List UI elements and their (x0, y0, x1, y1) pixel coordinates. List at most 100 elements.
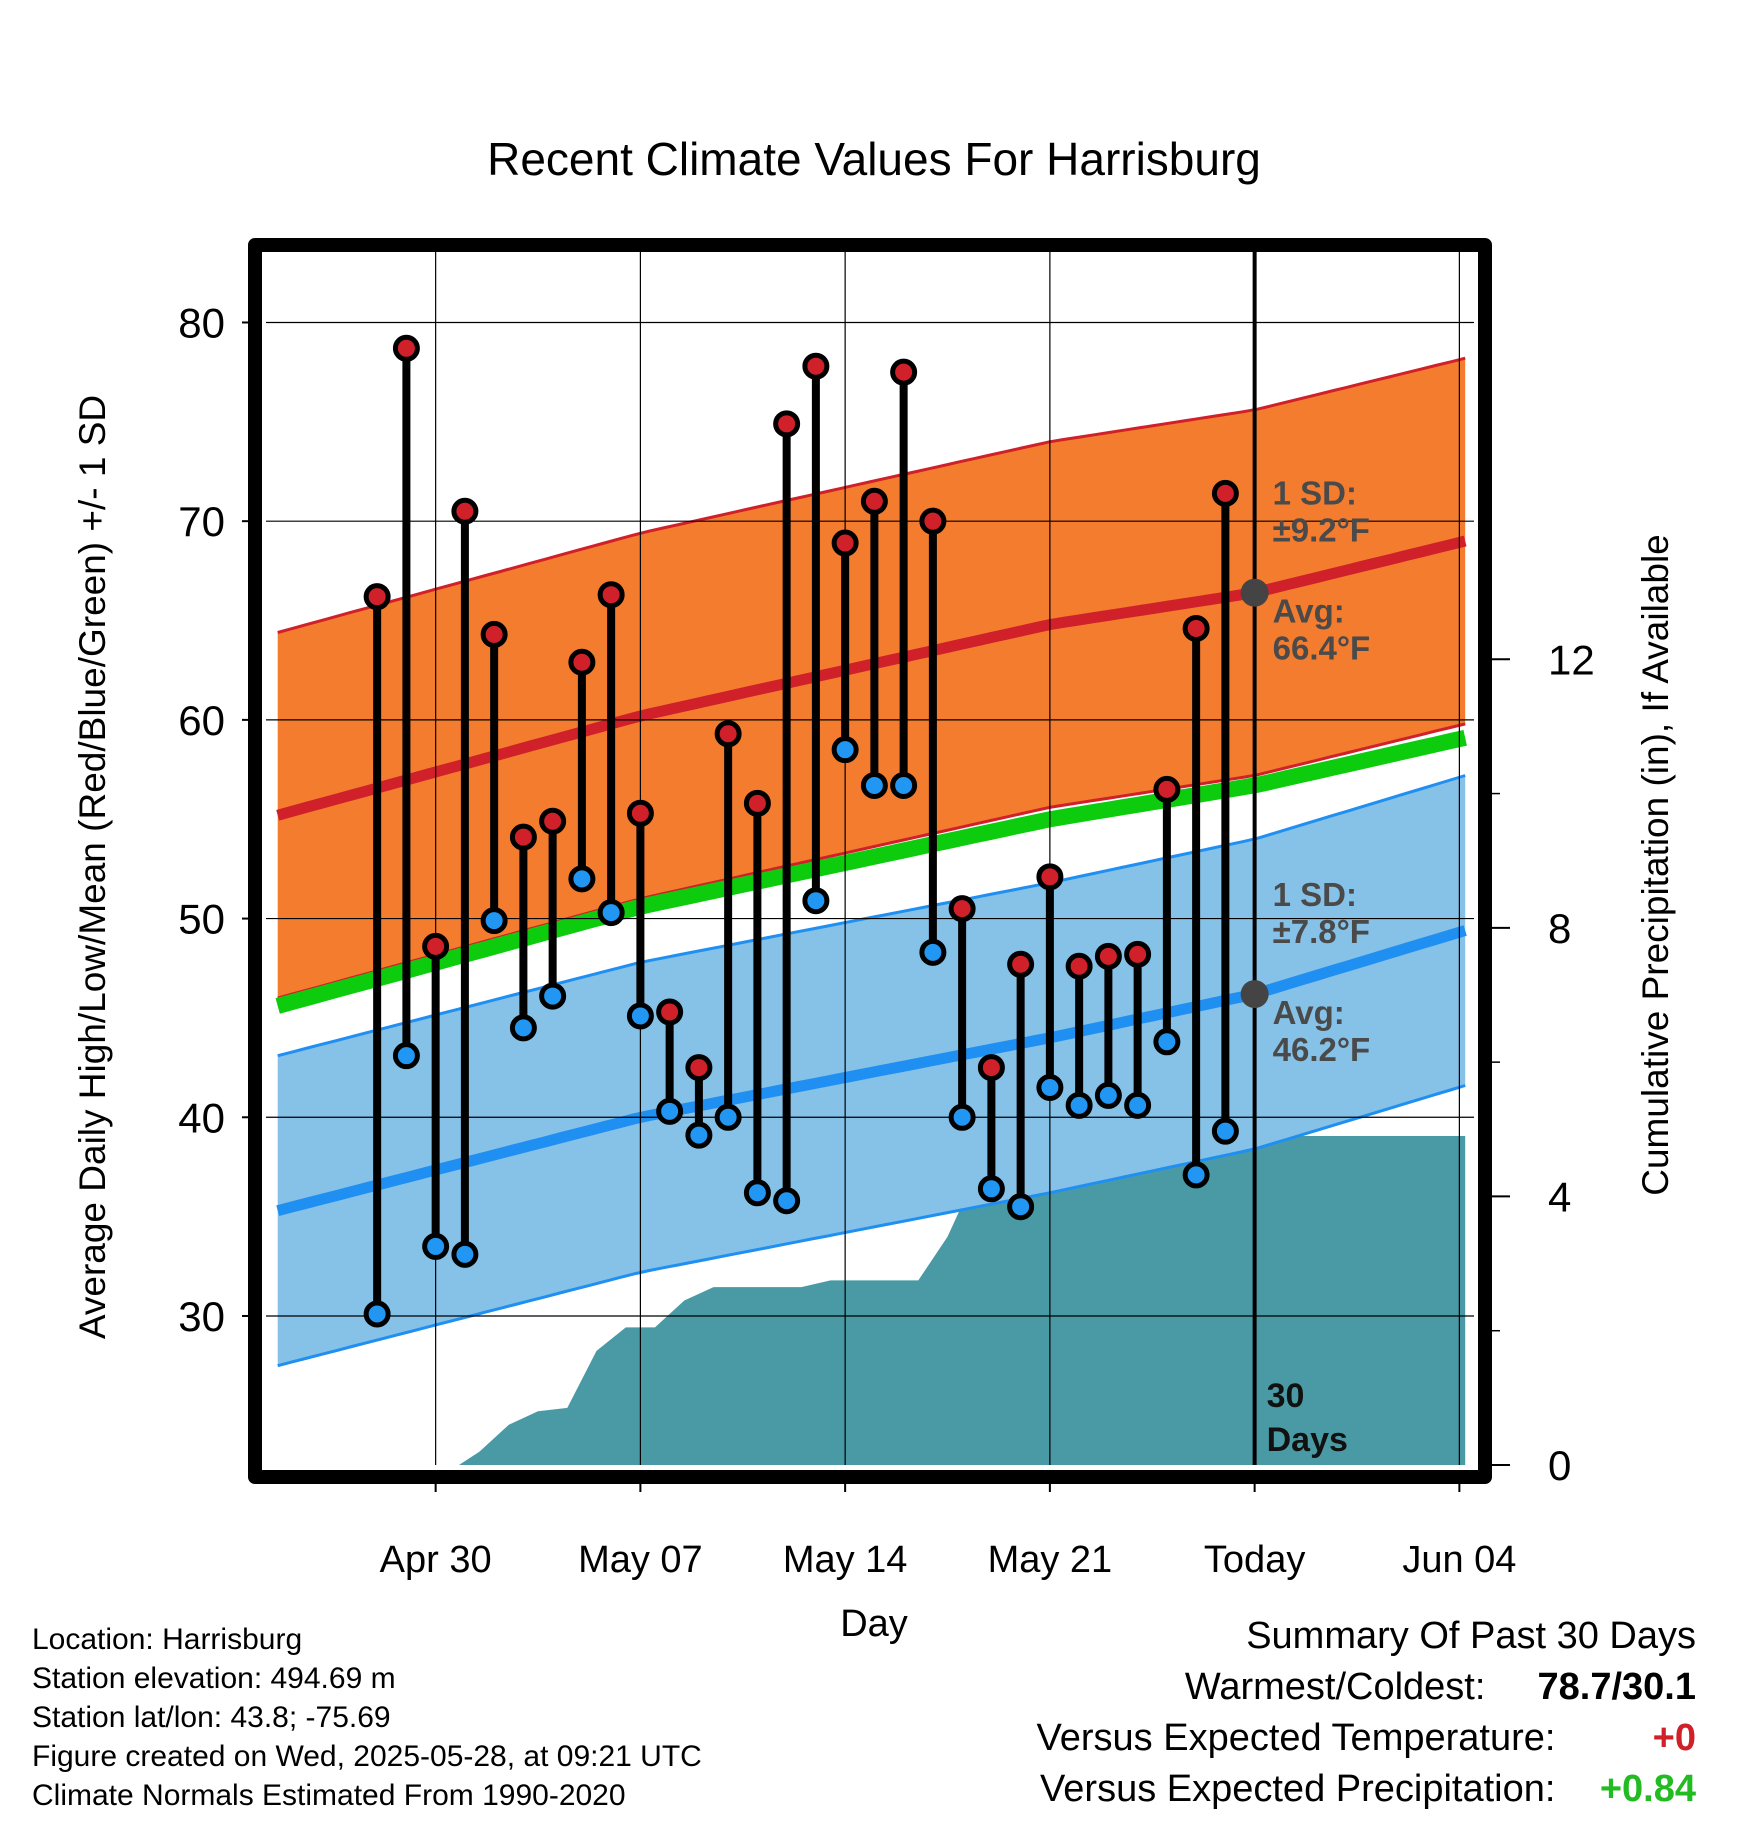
y-left-tick-label: 60 (178, 697, 225, 744)
warm-cold-value: 78.7/30.1 (1537, 1666, 1696, 1708)
low-point (363, 1300, 391, 1328)
y-axis-left-label: Average Daily High/Low/Mean (Red/Blue/Gr… (72, 395, 113, 1339)
y-left-tick-label: 80 (178, 299, 225, 346)
high-point (480, 620, 508, 648)
low-point (714, 1103, 742, 1131)
summary-warm-cold: Warmest/Coldest: 78.7/30.1 (1037, 1666, 1696, 1717)
y-right-tick-label: 12 (1548, 636, 1595, 683)
low-point (919, 938, 947, 966)
high-point (977, 1054, 1005, 1082)
high-sd-value: ±9.2°F (1273, 512, 1370, 549)
today-days-label: Days (1267, 1421, 1348, 1459)
low-point (1182, 1161, 1210, 1189)
normal-low-marker (1240, 980, 1269, 1009)
low-point (948, 1103, 976, 1131)
high-point (1007, 950, 1035, 978)
low-point (392, 1042, 420, 1070)
high-point (802, 352, 830, 380)
precip-label: Versus Expected Precipitation: (1040, 1768, 1556, 1810)
high-point (568, 648, 596, 676)
x-axis-label: Day (840, 1603, 908, 1645)
high-point (714, 720, 742, 748)
low-point (1124, 1091, 1152, 1119)
low-point (890, 771, 918, 799)
high-point (948, 895, 976, 923)
high-point (392, 334, 420, 362)
normal-mean-line (275, 729, 1467, 1014)
summary-precip: Versus Expected Precipitation: +0.84 (1037, 1768, 1696, 1819)
low-point (802, 887, 830, 915)
low-point (831, 736, 859, 764)
high-point (656, 998, 684, 1026)
high-sd-upper-line (277, 356, 1466, 634)
normal-high-marker (1240, 578, 1269, 607)
low-point (773, 1187, 801, 1215)
normals-text: Climate Normals Estimated From 1990-2020 (32, 1779, 626, 1812)
low-sd-lower-line (277, 1084, 1466, 1368)
high-point (890, 358, 918, 386)
high-avg-value: 66.4°F (1273, 630, 1371, 667)
low-point (977, 1175, 1005, 1203)
temp-label: Versus Expected Temperature: (1036, 1717, 1556, 1759)
temp-value: +0 (1652, 1717, 1696, 1759)
location-text: Location: Harrisburg (32, 1623, 303, 1656)
x-tick-label: Today (1204, 1539, 1305, 1581)
x-tick-label: May 14 (783, 1539, 908, 1581)
low-point (743, 1179, 771, 1207)
low-point (1211, 1117, 1239, 1145)
low-sd-upper-line (277, 774, 1466, 1058)
chart-title: Recent Climate Values For Harrisburg (487, 133, 1261, 185)
high-point (422, 932, 450, 960)
high-point (1182, 614, 1210, 642)
high-point (743, 789, 771, 817)
x-tick-label: May 21 (988, 1539, 1113, 1581)
x-tick-label: Jun 04 (1402, 1539, 1516, 1581)
station-info: Location: Harrisburg Station elevation: … (32, 1620, 702, 1815)
high-point (363, 583, 391, 611)
high-point (773, 410, 801, 438)
precip-area (362, 1136, 1466, 1465)
high-point (919, 507, 947, 535)
low-point (1094, 1081, 1122, 1109)
x-tick-label: Apr 30 (380, 1539, 492, 1581)
y-left-tick-label: 40 (178, 1094, 225, 1141)
high-point (509, 823, 537, 851)
summary-panel: Summary Of Past 30 Days Warmest/Coldest:… (1037, 1615, 1696, 1819)
low-point (480, 907, 508, 935)
low-point (685, 1121, 713, 1149)
plot-content (266, 243, 1474, 1465)
precip-value: +0.84 (1599, 1768, 1696, 1810)
high-point (1036, 863, 1064, 891)
high-point (597, 581, 625, 609)
warm-cold-label: Warmest/Coldest: (1184, 1666, 1486, 1708)
low-point (1065, 1091, 1093, 1119)
high-point (1065, 952, 1093, 980)
elevation-text: Station elevation: 494.69 m (32, 1662, 396, 1695)
x-tick-label: May 07 (578, 1539, 703, 1581)
low-point (656, 1097, 684, 1125)
y-left-tick-label: 70 (178, 498, 225, 545)
y-left-tick-label: 50 (178, 896, 225, 943)
low-point (422, 1232, 450, 1260)
y-right-tick-label: 4 (1548, 1173, 1571, 1220)
low-sd-label: 1 SD: (1273, 876, 1357, 913)
low-avg-label: Avg: (1273, 994, 1345, 1031)
high-point (626, 799, 654, 827)
y-right-tick-label: 8 (1548, 905, 1571, 952)
high-point (831, 529, 859, 557)
low-point (1007, 1193, 1035, 1221)
low-sd-value: ±7.8°F (1273, 913, 1370, 950)
high-avg-label: Avg: (1273, 593, 1345, 630)
low-point (626, 1002, 654, 1030)
low-point (597, 899, 625, 927)
plot-frame (248, 238, 1492, 1484)
low-avg-value: 46.2°F (1273, 1031, 1371, 1068)
summary-title: Summary Of Past 30 Days (1246, 1615, 1696, 1657)
low-point (451, 1240, 479, 1268)
low-point (1153, 1028, 1181, 1056)
high-point (685, 1054, 713, 1082)
high-point (860, 487, 888, 515)
high-point (1124, 940, 1152, 968)
